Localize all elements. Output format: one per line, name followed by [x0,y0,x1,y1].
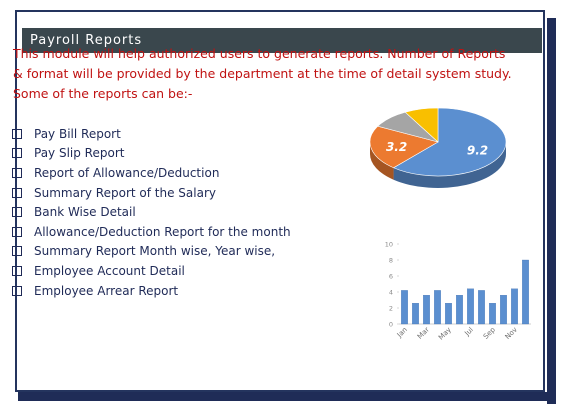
intro-line-2: & format will be provided by the departm… [13,66,512,81]
report-item-label: Summary Report Month wise, Year wise, [34,244,276,259]
bar [401,290,408,325]
card-title: Payroll Reports [22,28,542,53]
bar [434,290,441,325]
checkbox-bullet-icon [12,246,22,257]
checkbox-bullet-icon [12,285,22,296]
y-tick-label: 10 [385,241,393,249]
x-tick-label: Mar [416,326,431,341]
report-item: Bank Wise Detail [12,202,291,222]
bar-chart: 0 2 4 6 8 10 Jan Mar May Jul Sep Nov [385,241,531,342]
bar [456,295,463,325]
bar [445,303,452,325]
bar [489,303,496,325]
checkbox-bullet-icon [12,128,22,139]
x-tick-label: Sep [482,325,497,340]
bar [522,259,529,325]
checkbox-bullet-icon [12,265,22,276]
checkbox-bullet-icon [12,148,22,159]
checkbox-bullet-icon [12,187,22,198]
x-tick-label: Jul [463,326,475,338]
pie-slice-side [393,142,506,188]
card-shadow-bottom [18,392,556,401]
report-item-label: Employee Account Detail [34,263,185,278]
checkbox-bullet-icon [12,167,22,178]
report-item-label: Pay Bill Report [34,126,121,141]
report-item: Employee Arrear Report [12,281,291,301]
intro-text: This module will help authorized users t… [13,44,533,104]
payroll-reports-card: Payroll Reports [15,10,545,392]
bar [478,290,485,325]
intro-line-1: This module will help authorized users t… [13,46,506,61]
report-item-label: Pay Slip Report [34,146,125,161]
report-item-label: Allowance/Deduction Report for the month [34,224,291,239]
pie-slice-side [370,142,394,180]
report-item: Summary Report Month wise, Year wise, [12,242,291,262]
report-item: Pay Bill Report [12,124,291,144]
bar [467,288,474,325]
report-item-label: Report of Allowance/Deduction [34,165,220,180]
pie-slice-label: 9.2 [467,143,488,157]
intro-line-3: Some of the reports can be:- [13,86,193,101]
bar [511,288,518,325]
report-item: Report of Allowance/Deduction [12,163,291,183]
report-item: Employee Account Detail [12,261,291,281]
report-item-label: Bank Wise Detail [34,205,136,220]
report-item: Summary Report of the Salary [12,183,291,203]
pie-chart: 9.2 3.2 [369,107,507,188]
y-tick-label: 0 [389,321,393,329]
pie-slice [404,107,439,143]
checkbox-bullet-icon [12,226,22,237]
card-shadow-right [547,18,556,404]
pie-slice [392,107,507,177]
pie-slice-label: 3.2 [386,140,407,154]
pie-slice [369,125,439,169]
x-tick-label: Nov [504,326,519,341]
y-tick-label: 8 [389,257,393,265]
y-tick-label: 2 [389,305,393,313]
x-tick-label: Jan [395,326,409,340]
bar [423,295,430,325]
report-item: Pay Slip Report [12,144,291,164]
checkbox-bullet-icon [12,207,22,218]
report-item-label: Summary Report of the Salary [34,185,216,200]
y-tick-label: 6 [389,273,393,281]
bar [412,303,419,325]
report-item-label: Employee Arrear Report [34,283,179,298]
x-tick-label: May [437,326,453,342]
report-list: Pay Bill Report Pay Slip Report Report o… [12,124,291,300]
y-tick-label: 4 [389,289,393,297]
report-item: Allowance/Deduction Report for the month [12,222,291,242]
bar [500,295,507,325]
